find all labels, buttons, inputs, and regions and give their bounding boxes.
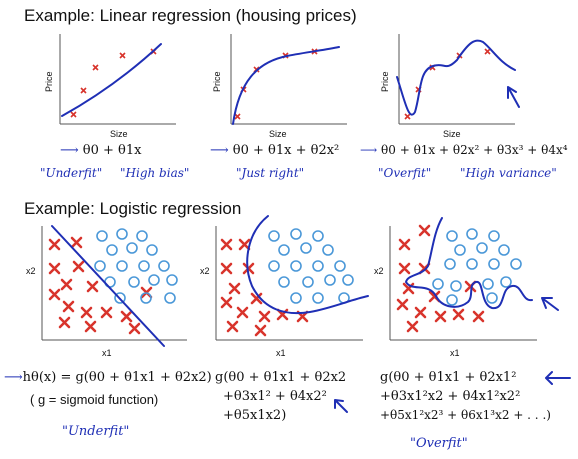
- linear-plot-overfit: Price Size: [380, 34, 520, 139]
- formula-just-right: ⟶ θ0 + θ1x + θ2x²: [210, 143, 340, 158]
- note-just-right: "Just right": [236, 166, 305, 180]
- price-label: Price: [44, 71, 54, 92]
- formula-mid-line1: g(θ0 + θ1x1 + θ2x2: [215, 370, 347, 385]
- logistic-plot-overfit: x2 x1: [374, 217, 559, 358]
- x2-label: x2: [26, 266, 36, 276]
- formula-mid-line2: +θ3x1² + θ4x2²: [223, 389, 327, 404]
- note-underfit: "Underfit": [40, 166, 103, 180]
- formula-right-line3: +θ5x1²x2³ + θ6x1³x2 + . . .): [380, 408, 551, 422]
- hypothesis-formula: ⟶hθ(x) = g(θ0 + θ1x1 + θ2x2): [4, 370, 212, 385]
- formula-overfit: ⟶ θ0 + θ1x + θ2x² + θ3x³ + θ4x⁴: [360, 143, 568, 157]
- pointer-arrow-mid: [334, 399, 348, 413]
- formula-right-line2: +θ3x1²x2 + θ4x1²x2²: [380, 389, 521, 404]
- linear-boundary: [51, 225, 165, 347]
- fit-curve: [396, 39, 516, 116]
- x1-label: x1: [450, 348, 460, 358]
- note-underfit-logistic: "Underfit": [62, 424, 130, 439]
- logistic-regression-title: Example: Logistic regression: [24, 199, 242, 218]
- x2-label: x2: [374, 266, 384, 276]
- logistic-plot-just-right: x2 x1: [200, 215, 369, 358]
- fit-curve: [232, 46, 340, 125]
- sigmoid-note: ( g = sigmoid function): [30, 392, 159, 407]
- formula-underfit: ⟶ θ0 + θ1x: [60, 143, 142, 158]
- elliptical-boundary: [246, 215, 369, 315]
- note-high-variance: "High variance": [460, 166, 557, 180]
- size-label: Size: [269, 129, 287, 139]
- formula-right-line1: g(θ0 + θ1x1 + θ2x1²: [380, 370, 517, 385]
- price-label: Price: [380, 71, 390, 92]
- formula-mid-line3: +θ5x1x2): [223, 408, 287, 423]
- x1-label: x1: [102, 348, 112, 358]
- pointer-arrow: [541, 297, 559, 311]
- note-overfit: "Overfit": [378, 166, 432, 180]
- linear-plot-underfit: Price Size: [44, 34, 176, 139]
- size-label: Size: [110, 129, 128, 139]
- pointer-arrow-right: [545, 371, 571, 385]
- linear-regression-title: Example: Linear regression (housing pric…: [24, 6, 357, 25]
- logistic-plot-underfit: x2 x1: [26, 225, 187, 358]
- size-label: Size: [443, 129, 461, 139]
- wiggly-boundary: [405, 217, 533, 310]
- x1-label: x1: [276, 348, 286, 358]
- linear-plot-just-right: Price Size: [212, 34, 347, 139]
- note-overfit-logistic: "Overfit": [410, 436, 468, 451]
- fit-line: [61, 43, 162, 117]
- price-label: Price: [212, 71, 222, 92]
- pointer-arrow: [507, 86, 520, 108]
- note-high-bias: "High bias": [120, 166, 190, 180]
- x2-label: x2: [200, 266, 210, 276]
